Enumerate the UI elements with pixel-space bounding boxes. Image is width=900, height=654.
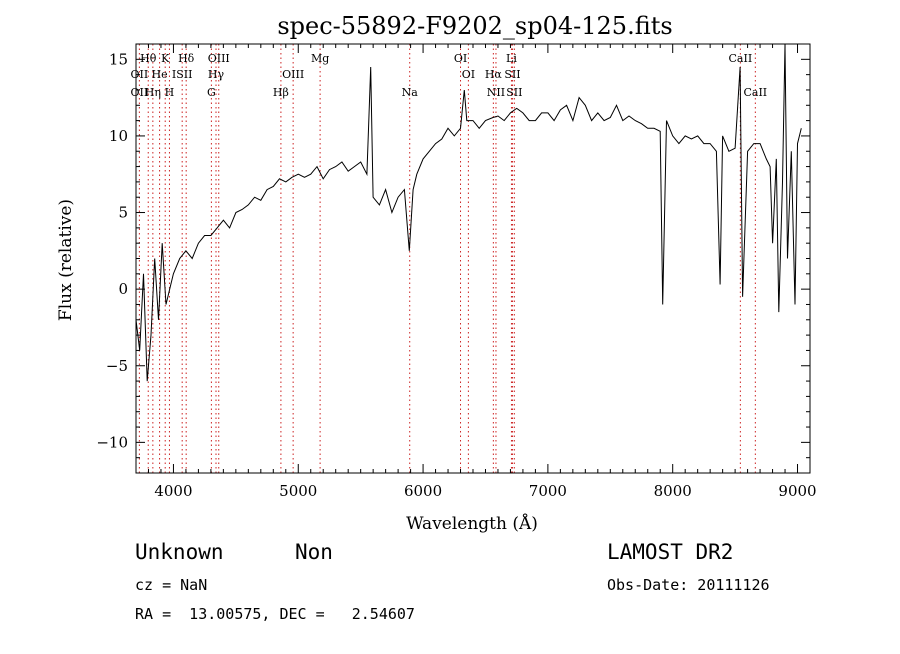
y-tick-label: 15 [109,50,128,68]
line-marker-label: SII [506,86,522,99]
plot-frame [135,43,811,474]
x-tick-label: 6000 [404,482,442,500]
x-axis-label: Wavelength (Å) [406,513,538,534]
line-marker-label: Hα [485,68,503,81]
y-tick-label: 5 [118,204,128,222]
x-tick-label: 9000 [778,482,816,500]
line-marker-label: CaII [729,52,753,65]
coordinates: RA = 13.00575, DEC = 2.54607 [135,605,415,623]
line-marker-label: OI [454,52,467,65]
y-tick-label: −10 [96,433,128,451]
x-tick-label: 5000 [279,482,317,500]
object-subclass: Non [295,540,333,564]
line-marker-label: Hγ [208,68,225,81]
line-marker-label: SII [504,68,520,81]
survey-name: LAMOST DR2 [607,540,734,564]
line-marker-label: NII [487,86,505,99]
line-marker-label: Na [402,86,419,99]
line-marker-label: ISII [172,68,193,81]
y-axis-label: Flux (relative) [56,199,76,321]
line-marker-label: OIII [208,52,230,65]
line-marker-label: K [161,52,170,65]
line-marker-label: Mg [311,52,329,65]
spectrum-series-line [135,43,802,382]
line-marker-label: OI [462,68,475,81]
cz-value: cz = NaN [135,576,208,594]
x-tick-label: 7000 [529,482,567,500]
line-marker-label: OIII [282,68,304,81]
line-marker-label: H [165,86,175,99]
line-marker-label: OII [131,86,149,99]
marker-labels: Hθ K Hδ OIII Mg OI Li CaII OII He ISII Hγ OIII OI Hα SI… [131,52,768,99]
line-marker-label: Li [506,52,517,65]
spectral-line-markers [138,44,756,473]
line-marker-label: G [207,86,216,99]
line-marker-label: Hβ [273,86,289,99]
object-class: Unknown [135,540,224,564]
line-marker-label: Hη [145,86,161,99]
x-tick-label: 8000 [654,482,692,500]
chart-title: spec-55892-F9202_sp04-125.fits [277,12,672,40]
line-marker-label: OII [131,68,149,81]
y-tick-label: 0 [118,280,128,298]
line-marker-label: CaII [743,86,767,99]
y-tick-label: 10 [109,127,128,145]
x-tick-label: 4000 [154,482,192,500]
obs-date: Obs-Date: 20111126 [607,576,770,594]
axis-ticks: 4000 5000 6000 7000 8000 9000 −10 −5 0 5 10 15 [96,43,817,500]
line-marker-label: He [152,68,168,81]
y-tick-label: −5 [106,357,128,375]
line-marker-label: Hθ [140,52,157,65]
line-marker-label: Hδ [178,52,195,65]
